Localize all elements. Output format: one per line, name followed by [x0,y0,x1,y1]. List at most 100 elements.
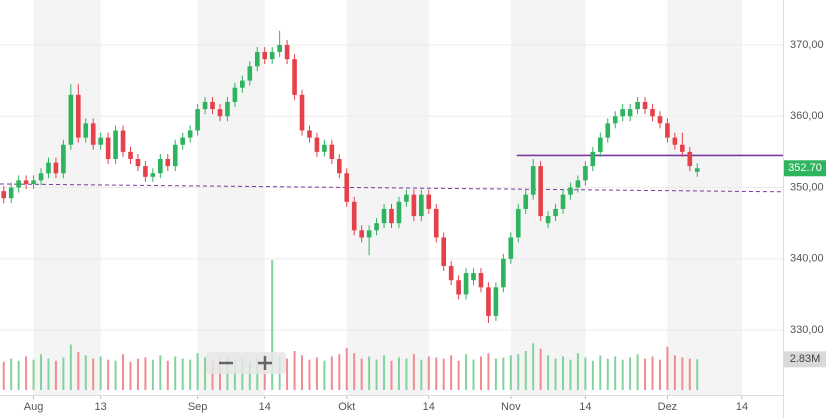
volume-bar [10,358,13,390]
volume-bar [651,356,654,390]
volume-bar [218,358,221,390]
candle-body [642,101,648,110]
candle-body [605,123,611,138]
candle-body [202,101,208,110]
candle-body [657,116,663,124]
volume-bar [539,348,542,390]
volume-bar [2,361,5,390]
candle-body [83,123,89,138]
volume-bar [122,354,125,390]
candle-body [672,137,678,145]
candle-body [515,208,521,238]
volume-bar [308,359,311,390]
volume-bar [420,359,423,390]
volume-bar [450,355,453,390]
volume-bar [569,359,572,390]
x-tick-label: Nov [501,401,521,413]
candle-body [217,109,223,117]
volume-bar [40,354,43,390]
candle-body [277,44,282,53]
volume-bar [271,260,274,390]
candle-body [90,123,96,145]
candle-body [396,201,402,224]
volume-bar [591,360,594,390]
candle-body [687,151,693,167]
candle-body [493,287,499,316]
candle-body [538,166,543,217]
candle-body [158,158,163,174]
volume-bar [189,359,192,390]
volume-bar [114,360,117,390]
candle-body [8,187,14,199]
x-tick-label: Okt [338,401,355,413]
volume-bar [166,360,169,390]
volume-bar [211,360,214,390]
volume-bar [256,358,259,390]
volume-bar [99,356,102,390]
candle-body [419,194,424,217]
volume-bar [405,358,408,390]
volume-bar [144,357,147,390]
volume-bar [92,358,95,390]
volume-bar [360,358,363,390]
candle-body [329,144,335,159]
y-tick-label: 360,00 [790,110,824,122]
volume-bar [383,355,386,390]
candle-body [120,130,126,152]
volume-bar [554,358,557,390]
trend-line [0,183,784,193]
last-volume-label: 2.83M [790,353,821,365]
candle-body [583,166,588,181]
volume-bar [69,344,72,390]
candle-body [366,230,372,238]
candle-body [232,87,238,102]
candle-body [680,144,685,152]
candle-body [75,94,81,138]
candle-body [433,208,439,238]
candle-body [187,130,193,138]
volume-bar [427,356,430,390]
candle-body [46,162,51,174]
candle-body [426,194,432,209]
volume-bar [159,355,162,390]
candle-body [247,66,253,81]
volume-bar [330,356,333,390]
shade-band [346,0,429,395]
candle-body [344,173,350,202]
x-tick-label: 13 [95,401,107,413]
candle-body [501,258,506,288]
candle-body [16,180,21,188]
candle-body [292,59,297,95]
volume-bar [84,355,87,390]
volume-bar [502,357,505,390]
volume-bar [442,358,445,390]
candle-body [105,137,111,159]
volume-bar [345,347,348,390]
volume-bar [315,357,318,390]
candle-body [627,109,633,117]
volume-bar [696,359,699,390]
volume-bar [673,355,676,390]
background [0,0,783,399]
candle-body [359,230,364,238]
zoom-controls[interactable] [206,352,286,374]
volume-bar [435,357,438,390]
candle-body [38,173,44,181]
volume-bar [688,358,691,390]
candle-body [143,166,148,177]
candle-body [23,180,29,184]
candle-body [508,237,514,259]
volume-bar [509,355,512,390]
candle-body [336,158,342,174]
volume-bar [196,353,199,390]
candle-body [98,137,103,145]
y-tick-label: 340,00 [790,253,824,265]
volume-bar [599,355,602,390]
candle-body [299,94,305,131]
candle-body [180,137,186,145]
candle-body [620,109,625,117]
volume-bar [524,351,527,390]
volume-bar [17,360,20,390]
candle-body [612,116,618,124]
